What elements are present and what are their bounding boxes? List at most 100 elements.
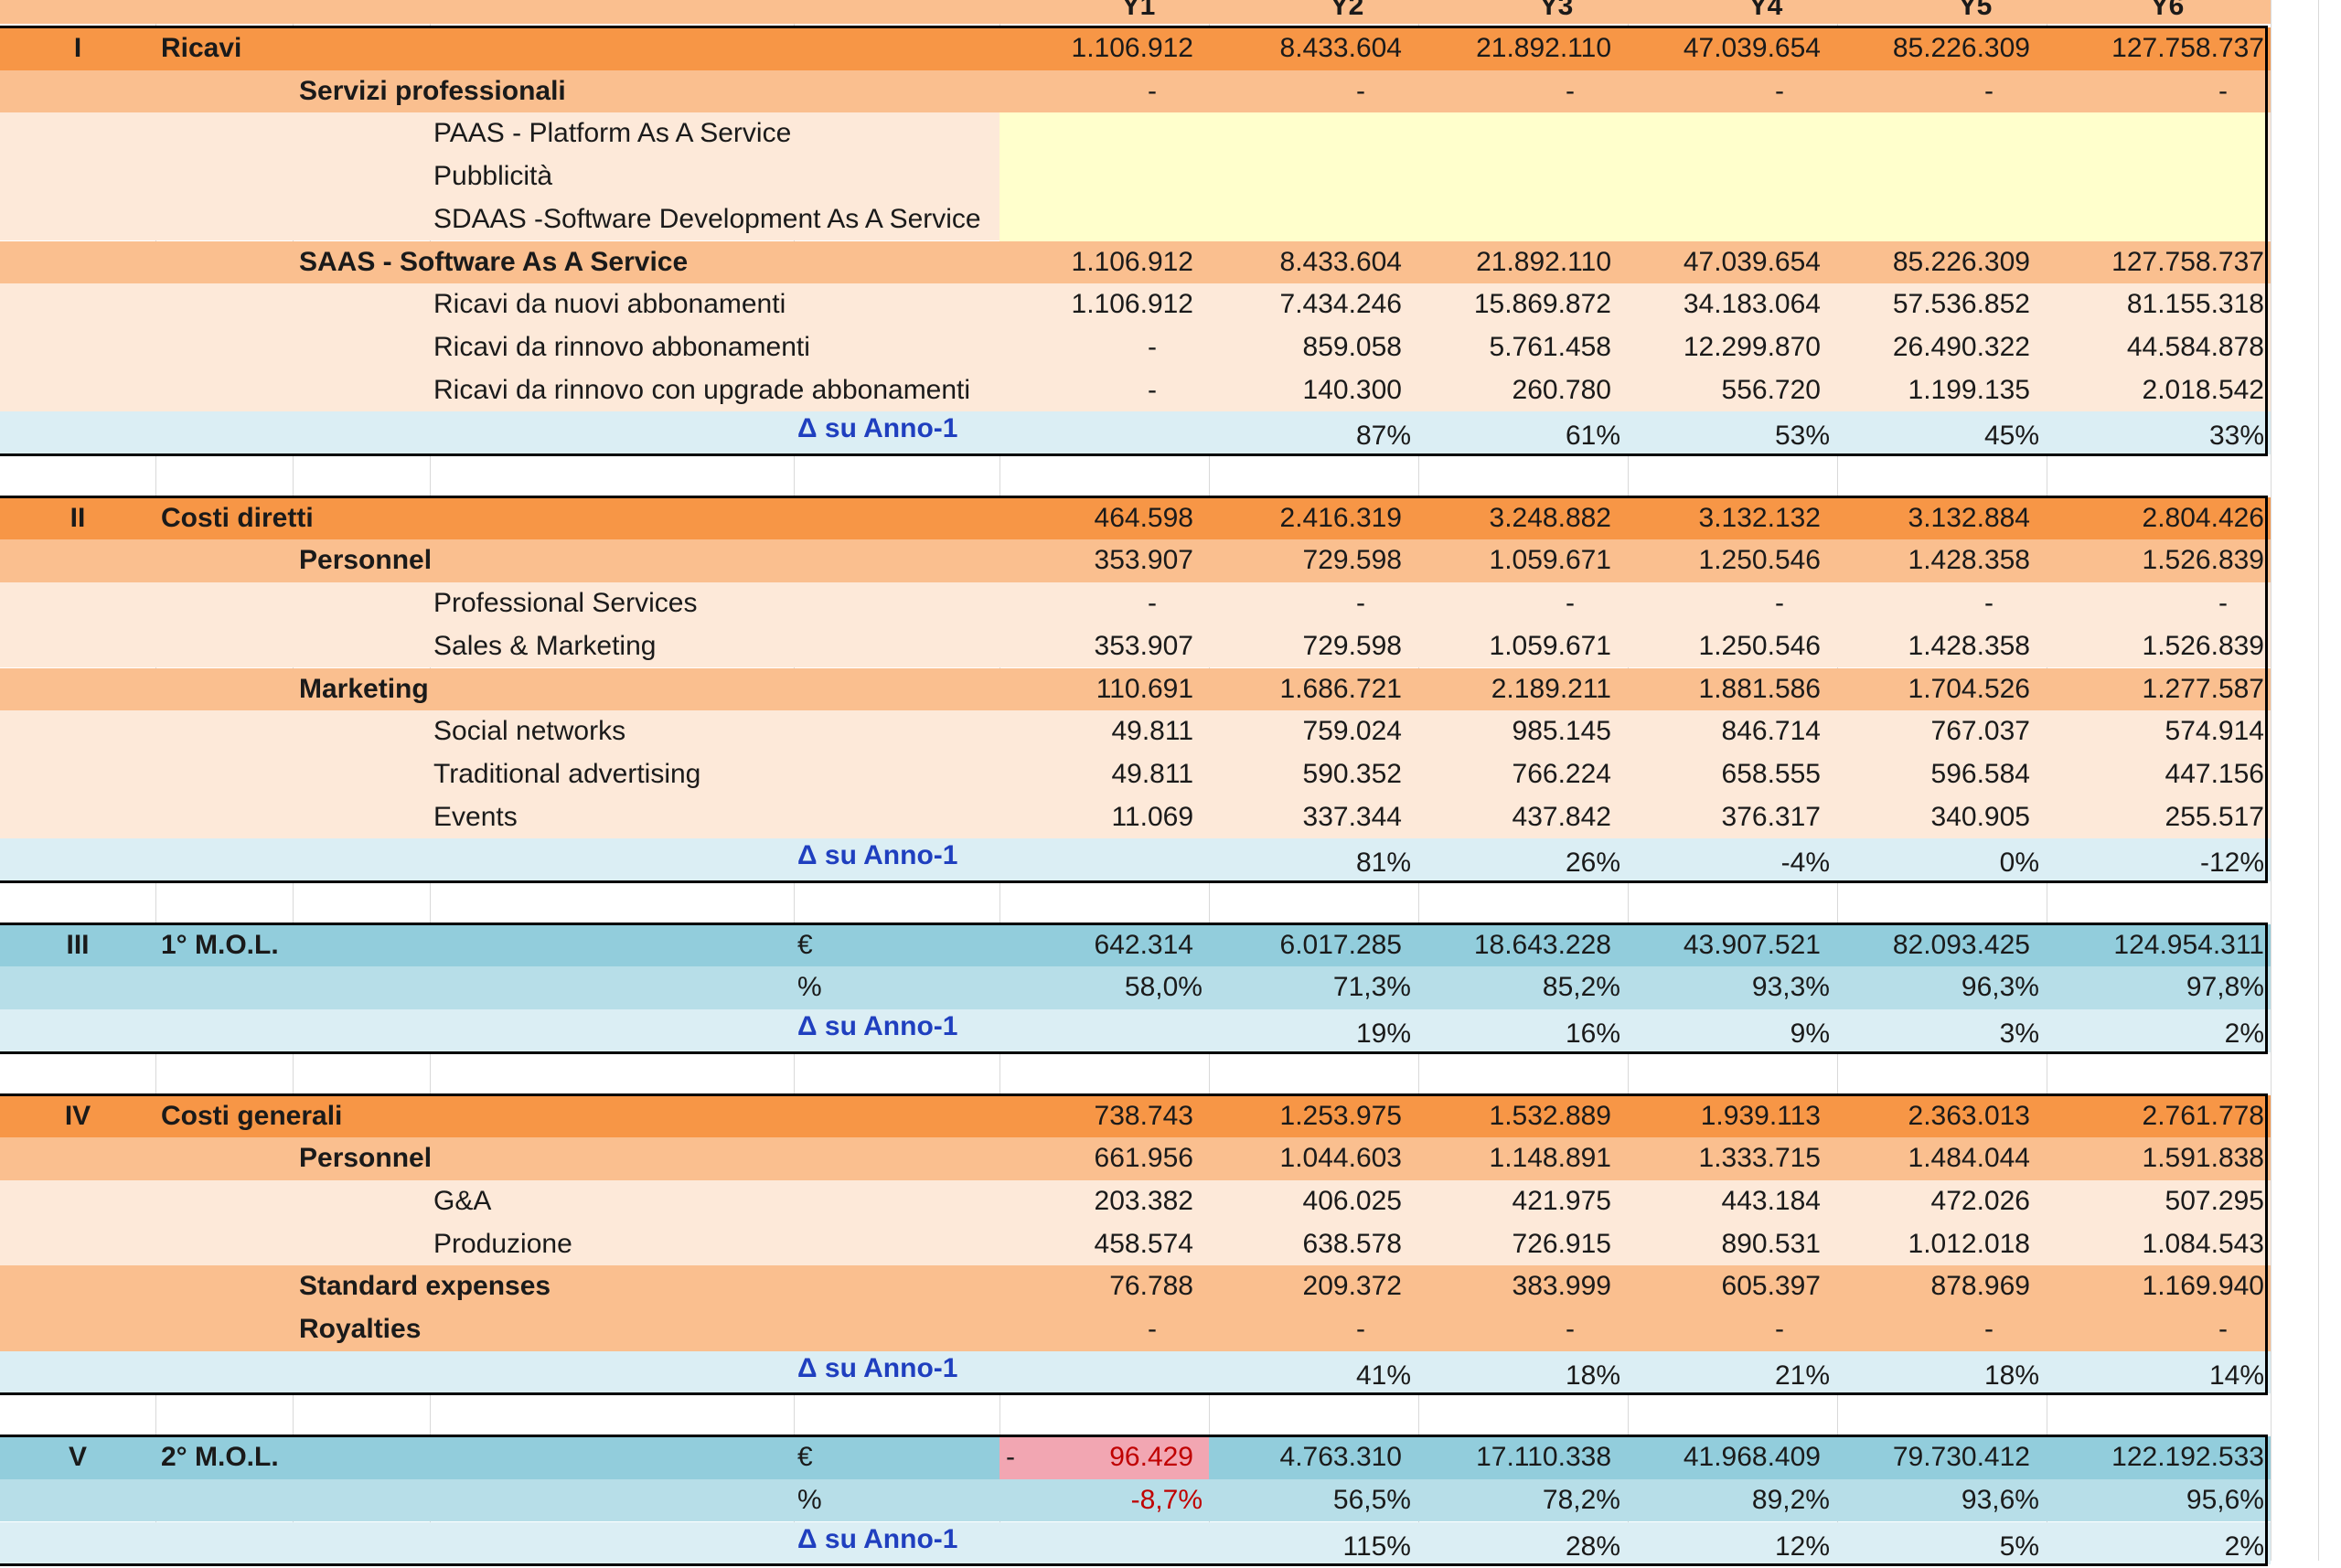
line-item-value-y2[interactable]: 638.578 [1209, 1223, 1402, 1266]
delta-value-y4[interactable]: 53% [1628, 415, 1830, 458]
total-value-y6[interactable]: 127.758.737 [2047, 27, 2264, 70]
line-item-value-y3[interactable]: 260.780 [1418, 369, 1611, 412]
delta-value-y6[interactable]: -12% [2047, 842, 2264, 885]
line-item-value-y1[interactable]: 49.811 [999, 753, 1193, 796]
line-item-value-y2[interactable]: 337.344 [1209, 796, 1402, 839]
total-value-y4[interactable]: 41.968.409 [1628, 1436, 1821, 1479]
percentage-value-y3[interactable]: 78,2% [1418, 1479, 1620, 1522]
percentage-value-y2[interactable]: 71,3% [1209, 966, 1411, 1009]
delta-value-y5[interactable]: 18% [1837, 1355, 2039, 1398]
line-item-value-y4[interactable]: 658.555 [1628, 753, 1821, 796]
delta-value-y2[interactable]: 41% [1209, 1355, 1411, 1398]
line-item-value-y6[interactable]: 1.526.839 [2047, 625, 2264, 668]
percentage-value-y4[interactable]: 93,3% [1628, 966, 1830, 1009]
delta-value-y5[interactable]: 3% [1837, 1013, 2039, 1056]
delta-value-y5[interactable]: 0% [1837, 842, 2039, 885]
line-item-value-y5[interactable]: 878.969 [1837, 1265, 2030, 1308]
line-item-value-y3[interactable]: 1.059.671 [1418, 625, 1611, 668]
delta-value-y3[interactable]: 28% [1418, 1526, 1620, 1568]
total-value-y2[interactable]: 4.763.310 [1209, 1436, 1402, 1479]
total-value-y5[interactable]: 2.363.013 [1837, 1095, 2030, 1138]
line-item-value-y6[interactable]: 1.277.587 [2047, 668, 2264, 711]
line-item-value-y1[interactable]: - [999, 369, 1157, 412]
line-item-value-y4[interactable]: - [1628, 582, 1784, 625]
line-item-value-y2[interactable]: 7.434.246 [1209, 283, 1402, 326]
line-item-value-y4[interactable]: - [1628, 70, 1784, 113]
percentage-value-y1[interactable]: -8,7% [999, 1479, 1203, 1522]
delta-value-y6[interactable]: 2% [2047, 1526, 2264, 1568]
line-item-value-y5[interactable]: - [1837, 70, 1994, 113]
total-value-y4[interactable]: 47.039.654 [1628, 27, 1821, 70]
line-item-value-y3[interactable]: 726.915 [1418, 1223, 1611, 1266]
delta-value-y4[interactable]: 9% [1628, 1013, 1830, 1056]
line-item-value-y2[interactable]: - [1209, 582, 1365, 625]
total-value-y3[interactable]: 1.532.889 [1418, 1095, 1611, 1138]
delta-value-y5[interactable]: 5% [1837, 1526, 2039, 1568]
line-item-value-y2[interactable]: 759.024 [1209, 710, 1402, 753]
line-item-value-y5[interactable]: 767.037 [1837, 710, 2030, 753]
line-item-value-y4[interactable]: 34.183.064 [1628, 283, 1821, 326]
percentage-value-y3[interactable]: 85,2% [1418, 966, 1620, 1009]
total-value-y2[interactable]: 8.433.604 [1209, 27, 1402, 70]
delta-value-y3[interactable]: 26% [1418, 842, 1620, 885]
total-value-y4[interactable]: 3.132.132 [1628, 497, 1821, 540]
line-item-value-y2[interactable]: - [1209, 1308, 1365, 1351]
line-item-value-y1[interactable]: 110.691 [999, 668, 1193, 711]
total-value-y2[interactable]: 6.017.285 [1209, 924, 1402, 967]
total-value-y5[interactable]: 85.226.309 [1837, 27, 2030, 70]
delta-value-y3[interactable]: 18% [1418, 1355, 1620, 1398]
line-item-value-y6[interactable]: 507.295 [2047, 1180, 2264, 1223]
total-value-y1[interactable]: 642.314 [999, 924, 1193, 967]
total-value-y5[interactable]: 79.730.412 [1837, 1436, 2030, 1479]
line-item-value-y3[interactable]: 383.999 [1418, 1265, 1611, 1308]
line-item-value-y5[interactable]: 1.484.044 [1837, 1137, 2030, 1180]
input-area[interactable] [999, 155, 2268, 199]
delta-value-y5[interactable]: 45% [1837, 415, 2039, 458]
line-item-value-y3[interactable]: 5.761.458 [1418, 326, 1611, 369]
line-item-value-y1[interactable]: 49.811 [999, 710, 1193, 753]
line-item-value-y5[interactable]: 26.490.322 [1837, 326, 2030, 369]
total-value-y5[interactable]: 82.093.425 [1837, 924, 2030, 967]
line-item-value-y6[interactable]: 127.758.737 [2047, 241, 2264, 284]
total-value-y6[interactable]: 122.192.533 [2047, 1436, 2264, 1479]
line-item-value-y2[interactable]: 729.598 [1209, 625, 1402, 668]
line-item-value-y1[interactable]: 353.907 [999, 539, 1193, 582]
delta-value-y6[interactable]: 2% [2047, 1013, 2264, 1056]
total-value-y6[interactable]: 124.954.311 [2047, 924, 2264, 967]
line-item-value-y1[interactable]: - [999, 326, 1157, 369]
line-item-value-y1[interactable]: 1.106.912 [999, 241, 1193, 284]
total-value-y6[interactable]: 2.761.778 [2047, 1095, 2264, 1138]
line-item-value-y4[interactable]: 846.714 [1628, 710, 1821, 753]
line-item-value-y5[interactable]: 340.905 [1837, 796, 2030, 839]
total-value-y6[interactable]: 2.804.426 [2047, 497, 2264, 540]
line-item-value-y5[interactable]: 472.026 [1837, 1180, 2030, 1223]
line-item-value-y3[interactable]: - [1418, 582, 1575, 625]
line-item-value-y4[interactable]: 1.881.586 [1628, 668, 1821, 711]
line-item-value-y6[interactable]: 1.591.838 [2047, 1137, 2264, 1180]
delta-value-y2[interactable]: 81% [1209, 842, 1411, 885]
percentage-value-y5[interactable]: 93,6% [1837, 1479, 2039, 1522]
total-value-y3[interactable]: 18.643.228 [1418, 924, 1611, 967]
total-value-y2[interactable]: 2.416.319 [1209, 497, 1402, 540]
total-value-y4[interactable]: 1.939.113 [1628, 1095, 1821, 1138]
line-item-value-y2[interactable]: 729.598 [1209, 539, 1402, 582]
line-item-value-y1[interactable]: - [999, 70, 1157, 113]
line-item-value-y4[interactable]: 1.333.715 [1628, 1137, 1821, 1180]
percentage-value-y6[interactable]: 95,6% [2047, 1479, 2264, 1522]
line-item-value-y4[interactable]: 556.720 [1628, 369, 1821, 412]
line-item-value-y2[interactable]: 140.300 [1209, 369, 1402, 412]
delta-value-y4[interactable]: 21% [1628, 1355, 1830, 1398]
line-item-value-y6[interactable]: 1.526.839 [2047, 539, 2264, 582]
percentage-value-y6[interactable]: 97,8% [2047, 966, 2264, 1009]
line-item-value-y4[interactable]: 1.250.546 [1628, 625, 1821, 668]
line-item-value-y2[interactable]: 1.044.603 [1209, 1137, 1402, 1180]
line-item-value-y1[interactable]: 353.907 [999, 625, 1193, 668]
delta-value-y2[interactable]: 19% [1209, 1013, 1411, 1056]
line-item-value-y6[interactable]: 574.914 [2047, 710, 2264, 753]
line-item-value-y2[interactable]: 859.058 [1209, 326, 1402, 369]
line-item-value-y3[interactable]: 1.059.671 [1418, 539, 1611, 582]
delta-value-y3[interactable]: 16% [1418, 1013, 1620, 1056]
total-value-y4[interactable]: 43.907.521 [1628, 924, 1821, 967]
line-item-value-y2[interactable]: 209.372 [1209, 1265, 1402, 1308]
